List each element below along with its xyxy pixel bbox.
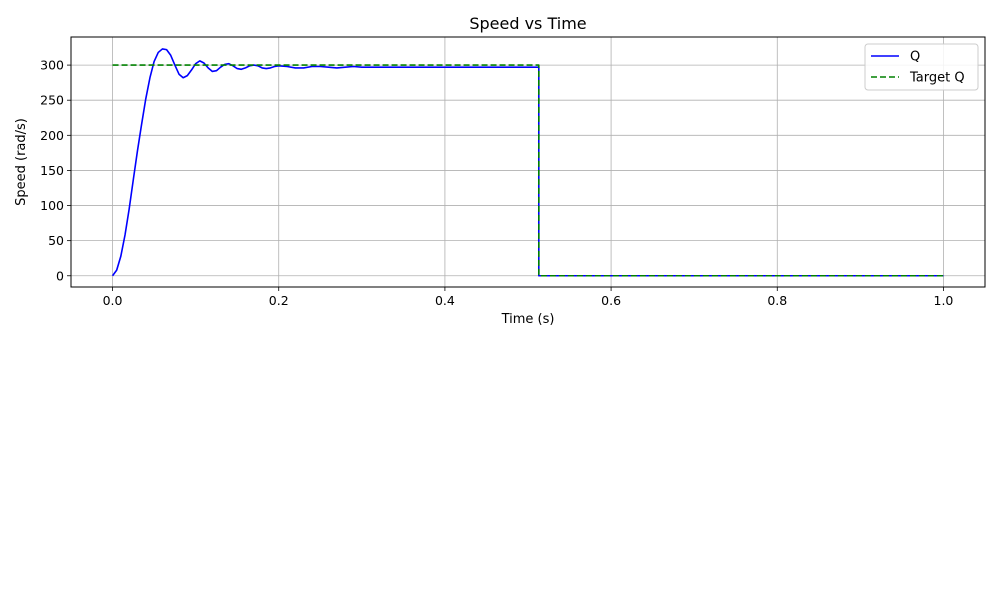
y-tick-label: 100 <box>40 198 64 213</box>
y-axis-label: Speed (rad/s) <box>14 118 29 206</box>
legend-label-q: Q <box>910 50 920 65</box>
x-tick-label: 1.0 <box>934 293 954 308</box>
x-tick-label: 0.2 <box>269 293 289 308</box>
chart-title: Speed vs Time <box>469 14 586 33</box>
legend-label-target-q: Target Q <box>909 71 965 86</box>
series-line-target-q <box>112 64 944 277</box>
y-tick-label: 0 <box>56 268 64 283</box>
series-line-q <box>111 48 944 277</box>
y-tick-label: 150 <box>40 163 64 178</box>
y-tick-label: 300 <box>40 58 64 73</box>
plot-area-frame <box>70 36 986 288</box>
legend: Q Target Q <box>864 43 979 91</box>
y-tick-label: 250 <box>40 93 64 108</box>
x-axis-label: Time (s) <box>501 312 555 327</box>
x-tick-label: 0.0 <box>103 293 123 308</box>
x-tick-label: 0.4 <box>435 293 455 308</box>
y-tick-label: 50 <box>48 233 64 248</box>
series-lines <box>111 48 944 277</box>
x-tick-label: 0.8 <box>767 293 787 308</box>
y-tick-label: 200 <box>40 128 64 143</box>
x-tick-label: 0.6 <box>601 293 621 308</box>
axis-ticks: 0.0 0.2 0.4 0.6 0.8 1.0 0 50 100 150 200 250 300 <box>40 58 953 308</box>
